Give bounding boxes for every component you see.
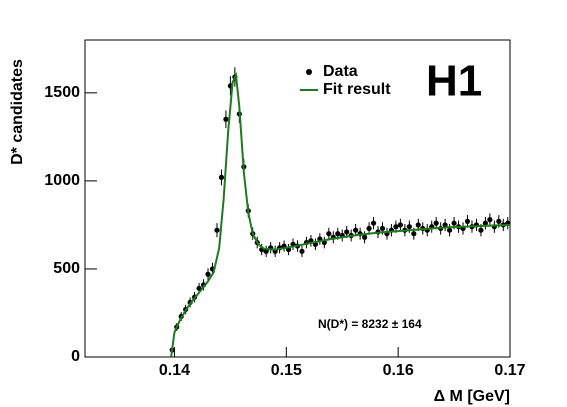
x-tick-label: 0.15 xyxy=(271,362,302,379)
x-tick-label: 0.14 xyxy=(159,362,190,379)
data-point xyxy=(433,220,439,226)
y-tick-label: 1500 xyxy=(44,84,80,101)
data-point xyxy=(366,225,372,232)
data-point xyxy=(487,217,493,223)
legend-label: Data xyxy=(323,63,358,80)
y-tick-label: 500 xyxy=(53,260,80,277)
data-point xyxy=(415,222,421,228)
data-point xyxy=(411,231,417,237)
annotation: N(D*) = 8232 ± 164 xyxy=(318,317,422,331)
data-point xyxy=(205,271,211,277)
x-axis-label: Δ M [GeV] xyxy=(434,388,510,405)
data-point xyxy=(482,220,488,226)
data-point xyxy=(496,218,502,224)
legend-swatch xyxy=(306,69,312,75)
data-point xyxy=(464,218,471,224)
x-tick-label: 0.16 xyxy=(383,362,414,379)
data-point xyxy=(397,222,403,228)
data-point xyxy=(379,225,386,232)
data-point xyxy=(370,220,377,226)
fit-line xyxy=(170,71,511,358)
data-point xyxy=(362,234,368,240)
data-point xyxy=(326,231,332,237)
data-point xyxy=(218,174,225,180)
data-point xyxy=(451,220,457,226)
data-point xyxy=(263,248,269,254)
data-point xyxy=(299,248,305,254)
x-tick-label: 0.17 xyxy=(494,362,525,379)
data-point xyxy=(442,222,448,228)
y-axis-label: D* candidates xyxy=(9,59,26,165)
data-point xyxy=(344,229,350,235)
y-tick-label: 0 xyxy=(71,348,80,365)
data-point xyxy=(214,227,220,233)
data-point xyxy=(478,227,484,233)
data-point xyxy=(335,231,341,237)
data-point xyxy=(353,227,359,233)
data-point xyxy=(406,224,412,230)
logo: H1 xyxy=(426,57,482,106)
data-point xyxy=(447,227,453,233)
data-point xyxy=(393,224,399,230)
legend-label: Fit result xyxy=(323,81,391,98)
plot-frame xyxy=(84,39,511,358)
data-point xyxy=(223,116,229,122)
y-tick-label: 1000 xyxy=(44,172,80,189)
